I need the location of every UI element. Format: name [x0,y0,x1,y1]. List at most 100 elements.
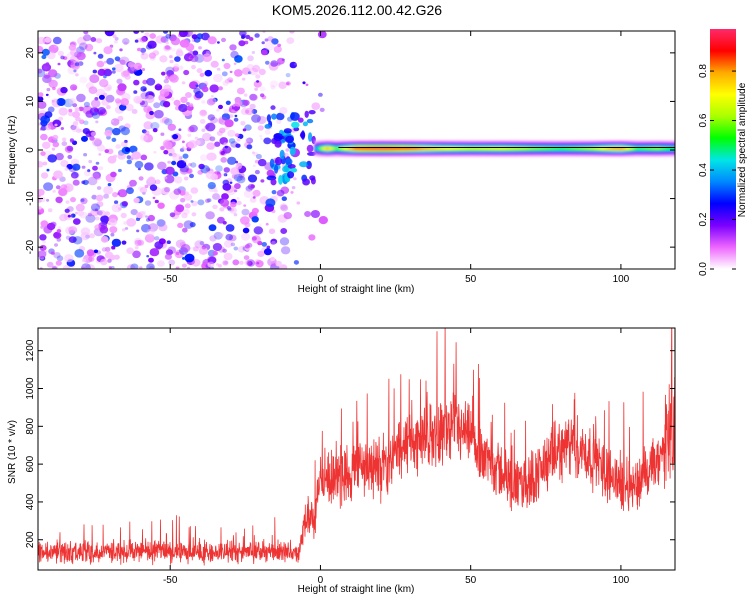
noise-blob [103,75,107,79]
noise-blob [57,62,61,66]
snr-x-label: Height of straight line (km) [298,584,415,595]
noise-blob [94,216,100,221]
noise-blob [233,246,239,251]
noise-blob [116,78,123,85]
noise-blob [198,46,202,50]
noise-blob [98,210,106,217]
noise-blob [197,170,203,175]
noise-blob [161,117,170,124]
noise-blob [53,232,60,238]
noise-blob [72,103,78,108]
noise-blob [194,91,204,99]
noise-blob [219,232,224,237]
noise-blob [54,243,58,247]
noise-blob [126,155,131,160]
noise-blob [52,266,57,269]
signal-cell [640,147,644,150]
noise-blob [59,213,68,222]
noise-blob [255,74,261,79]
signal-cell [566,147,570,150]
noise-blob [149,248,160,257]
noise-blob [149,184,158,191]
noise-blob [126,187,134,195]
noise-blob [213,189,218,193]
noise-blob [246,63,254,71]
noise-blob [65,200,70,204]
noise-blob [269,158,275,168]
signal-cell [314,147,317,150]
noise-blob [287,171,295,179]
noise-blob [222,172,227,177]
signal-cell [419,147,422,150]
noise-blob [270,261,277,267]
y-tick-label: 400 [25,493,36,510]
noise-blob [265,198,276,207]
noise-blob [297,117,304,123]
noise-blob [45,93,49,97]
signal-cell [568,147,571,150]
noise-blob [318,216,328,225]
noise-blob [46,222,56,231]
noise-blob [160,132,165,136]
noise-blob [238,172,245,179]
signal-cell [343,147,346,150]
noise-blob [207,152,217,161]
colorbar: 0.0 0.2 0.4 0.6 0.8 Normalized spectral ampl… [698,29,748,276]
signal-cell [606,147,609,150]
noise-blob [113,254,120,260]
noise-blob [137,65,141,69]
noise-blob [246,144,253,150]
noise-blob [230,167,240,175]
noise-blob [187,266,190,269]
noise-blob [270,256,276,262]
noise-blob [141,68,146,71]
signal-cell [435,147,438,150]
noise-blob [103,185,113,195]
noise-blob [290,191,294,194]
noise-blob [107,183,112,187]
noise-blob [144,130,150,136]
noise-blob [123,221,128,225]
signal-cell [646,147,649,150]
signal-cell [483,147,487,150]
noise-blob [120,141,128,148]
signal-cell [557,147,561,150]
noise-blob [124,139,128,144]
noise-blob [206,98,216,106]
noise-blob [203,81,208,85]
noise-blob [111,70,116,74]
noise-blob [205,50,211,55]
noise-blob [130,63,140,72]
noise-blob [216,67,221,71]
noise-blob [266,245,271,249]
y-tick-label: 800 [25,418,36,435]
noise-blob [259,137,263,141]
y-tick-label: -20 [25,239,36,254]
noise-blob [160,145,165,151]
noise-blob [222,183,232,191]
noise-blob [242,128,247,132]
noise-blob [287,164,296,169]
noise-blob [161,71,166,76]
signal-cell [410,147,413,150]
signal-cell [547,147,550,150]
noise-blob [90,37,97,42]
noise-blob [154,236,160,241]
signal-cell [539,147,543,150]
noise-blob [103,60,107,64]
signal-cell [611,147,615,150]
noise-blob [110,171,117,178]
snr-frame [37,327,676,571]
snr-panel: -50 0 50 100 200 400 600 800 1000 1200 Height of… [7,327,676,595]
signal-cell [622,147,626,150]
noise-blob [233,62,237,65]
spectrogram-x-ticks: -50 0 50 100 [163,31,630,285]
noise-blob [160,37,167,43]
noise-blob [71,174,76,179]
noise-blob [222,260,229,266]
signal-cell [525,147,528,150]
noise-blob [169,55,173,59]
noise-blob [137,47,142,52]
noise-blob [140,47,147,53]
noise-blob [251,114,261,123]
